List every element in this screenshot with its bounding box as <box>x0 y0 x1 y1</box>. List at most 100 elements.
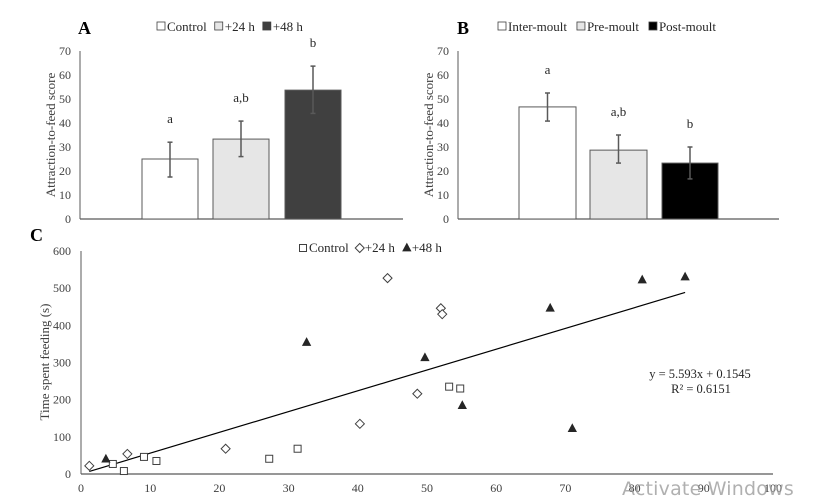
panel-c-x-tick-label: 20 <box>213 481 225 495</box>
point-control <box>108 459 117 468</box>
point-48-h <box>420 352 430 362</box>
panel-a: A Attraction-to-feed score Control +24 h +… <box>43 18 403 226</box>
point-48-h <box>101 453 111 463</box>
point-48-h <box>567 423 577 433</box>
point-control <box>119 467 128 476</box>
panel-b-legend-label: Pre-moult <box>587 19 639 34</box>
panel-b-y-tick-label: 40 <box>437 116 449 130</box>
panel-b-y-tick-label: 0 <box>443 212 449 226</box>
panel-c-legend-marker-control <box>299 244 307 252</box>
panel-b-y-tick-label: 60 <box>437 68 449 82</box>
panel-c-legend-marker-24-h <box>354 242 365 254</box>
panel-c-legend-label: +48 h <box>412 240 443 255</box>
panel-a-significance-label: a <box>167 111 173 126</box>
panel-c-x-tick-label: 50 <box>421 481 433 495</box>
panel-a-legend-label: +48 h <box>273 19 304 34</box>
panel-a-y-tick-label: 70 <box>59 44 71 58</box>
panel-a-y-tick-label: 0 <box>65 212 71 226</box>
point-48-h <box>545 302 555 312</box>
panel-c-y-tick-label: 500 <box>53 281 71 295</box>
point-48-h <box>680 271 690 281</box>
point-24-h <box>412 388 423 399</box>
panel-b-legend-label: Post-moult <box>659 19 716 34</box>
panel-c-y-tick-label: 200 <box>53 393 71 407</box>
panel-b-y-tick-label: 70 <box>437 44 449 58</box>
panel-b-ylabel: Attraction-to-feed score <box>421 73 436 198</box>
panel-b-plot: 0 10 20 30 40 50 60 70 a a,b b <box>437 44 779 226</box>
panel-a-legend-swatch <box>156 21 166 31</box>
point-control <box>139 452 148 461</box>
panel-a-significance-label: a,b <box>233 90 249 105</box>
panel-c: C Time spent feeding (s) Control +24 h +48… <box>30 225 782 495</box>
panel-c-x-tick-label: 60 <box>490 481 502 495</box>
panel-c-x-tick-label: 100 <box>764 481 782 495</box>
panel-b-bar-inter-moult <box>518 106 577 220</box>
panel-a-y-tick-label: 40 <box>59 116 71 130</box>
panel-a-label: A <box>78 18 91 38</box>
panel-c-plot: 0 100 200 300 400 500 600 0 10 20 30 40 50 60 70 80 90 10… <box>53 244 782 495</box>
panel-b-legend-label: Inter-moult <box>508 19 567 34</box>
trendline <box>89 291 686 473</box>
panel-c-y-tick-label: 400 <box>53 318 71 332</box>
panel-b-label: B <box>457 18 469 38</box>
panel-b-significance-label: a <box>545 62 551 77</box>
panel-c-x-tick-label: 30 <box>283 481 295 495</box>
panel-b-legend-swatch <box>648 21 658 31</box>
point-48-h <box>457 400 467 410</box>
panel-a-significance-label: b <box>310 35 317 50</box>
panel-c-x-tick-label: 0 <box>78 481 84 495</box>
panel-b-significance-label: a,b <box>611 104 627 119</box>
trendline-equation: y = 5.593x + 0.1545 <box>649 367 751 381</box>
panel-c-y-tick-label: 600 <box>53 244 71 258</box>
panel-a-y-tick-label: 10 <box>59 188 71 202</box>
panel-a-plot: 0 10 20 30 40 50 60 70 a a,b b <box>59 35 403 226</box>
point-24-h <box>437 308 448 320</box>
panel-b-y-tick-label: 30 <box>437 140 449 154</box>
panel-a-y-tick-label: 30 <box>59 140 71 154</box>
panel-b-y-tick-label: 10 <box>437 188 449 202</box>
panel-a-y-tick-label: 50 <box>59 92 71 106</box>
panel-c-legend: Control +24 h +48 h <box>299 240 443 255</box>
panel-a-y-tick-label: 20 <box>59 164 71 178</box>
panel-a-legend: Control +24 h +48 h <box>156 19 304 34</box>
point-control <box>293 444 302 453</box>
panel-b-significance-label: b <box>687 116 694 131</box>
point-24-h <box>382 272 393 284</box>
panel-c-legend-label: +24 h <box>365 240 396 255</box>
panel-c-x-tick-label: 80 <box>629 481 641 495</box>
panel-a-bar-24-h <box>212 138 270 220</box>
point-control <box>445 382 454 391</box>
panel-a-legend-label: Control <box>167 19 207 34</box>
panel-b: B Attraction-to-feed score Inter-moult Pr… <box>421 18 779 226</box>
panel-c-legend-label: Control <box>309 240 349 255</box>
panel-a-y-tick-label: 60 <box>59 68 71 82</box>
point-24-h <box>84 460 95 472</box>
point-24-h <box>220 443 231 454</box>
panel-a-legend-swatch <box>214 21 224 31</box>
panel-a-legend-label: +24 h <box>225 19 256 34</box>
panel-b-legend: Inter-moult Pre-moult Post-moult <box>497 19 716 34</box>
r-squared: R² = 0.6151 <box>671 382 731 396</box>
point-48-h <box>301 337 312 346</box>
panel-b-legend-swatch <box>576 21 586 31</box>
panel-c-y-tick-label: 100 <box>53 430 71 444</box>
panel-c-label: C <box>30 225 43 245</box>
panel-c-x-tick-label: 40 <box>352 481 364 495</box>
panel-b-legend-swatch <box>497 21 507 31</box>
point-48-h <box>637 274 647 284</box>
panel-b-y-tick-label: 20 <box>437 164 449 178</box>
panel-c-x-tick-label: 90 <box>698 481 710 495</box>
panel-a-ylabel: Attraction-to-feed score <box>43 73 58 198</box>
activate-windows-watermark: Activate Windows <box>622 478 794 500</box>
panel-c-x-tick-label: 70 <box>559 481 571 495</box>
point-control <box>456 384 465 393</box>
panel-c-ylabel: Time spent feeding (s) <box>37 304 52 421</box>
panel-c-legend-marker-48-h <box>402 242 412 252</box>
panel-c-y-tick-label: 300 <box>53 356 71 370</box>
point-control <box>152 456 161 465</box>
point-24-h <box>122 448 133 460</box>
panel-c-x-tick-label: 10 <box>144 481 156 495</box>
panel-c-y-tick-label: 0 <box>65 467 71 481</box>
panel-a-legend-swatch <box>262 21 272 31</box>
